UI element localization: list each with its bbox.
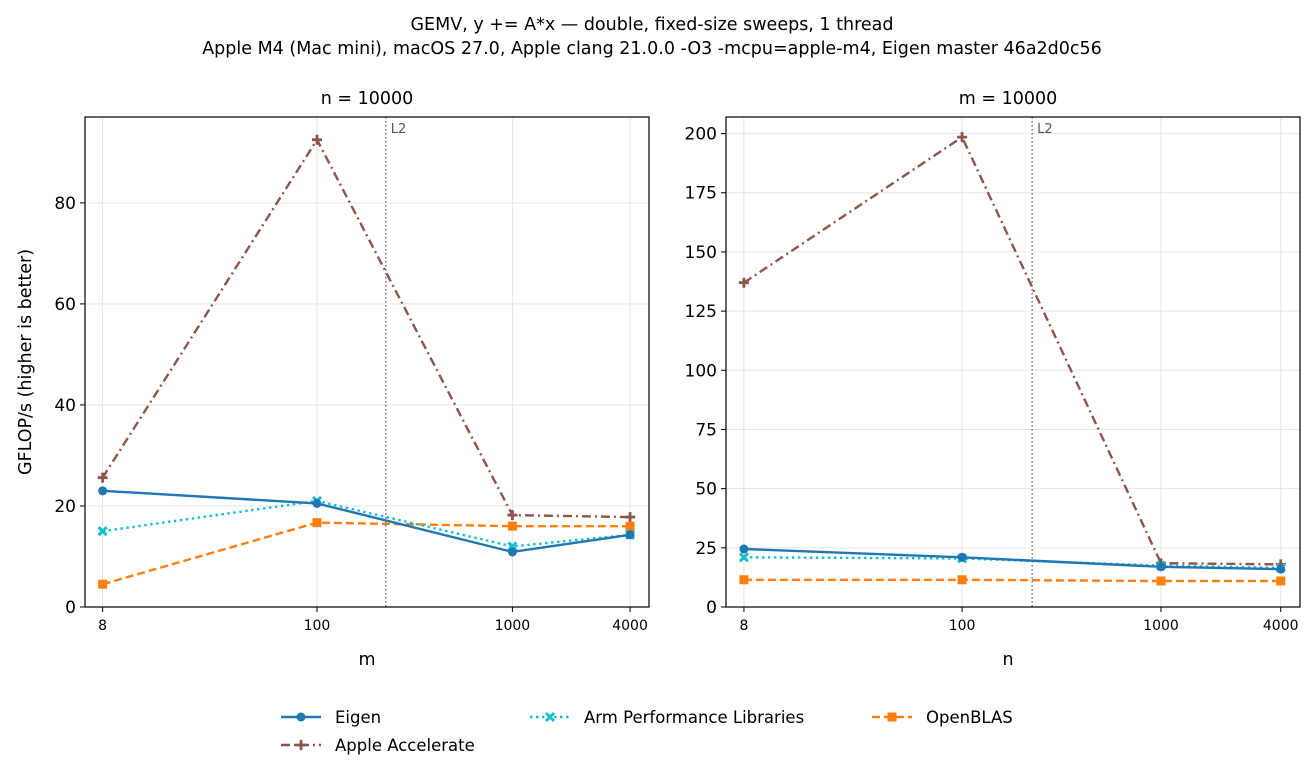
- right-axes-frame: [725, 116, 1301, 608]
- right-x-tick-label: 4000: [1263, 618, 1299, 634]
- left-point-openblas: [312, 518, 322, 528]
- legend-label-apple-accelerate: Apple Accelerate: [335, 736, 475, 755]
- right-point-eigen: [739, 544, 749, 554]
- legend-marker-arm-performance-libraries: [544, 711, 556, 723]
- right-series-openblas: [739, 575, 1286, 586]
- legend-marker-openblas: [887, 712, 897, 722]
- legend-label-openblas: OpenBLAS: [926, 708, 1013, 727]
- right-x-tick-label: 8: [739, 618, 748, 634]
- left-grid: [85, 117, 649, 608]
- left-x-tick-label: 4000: [612, 618, 648, 634]
- right-x-tick-label: 100: [949, 618, 976, 634]
- left-point-eigen: [312, 498, 322, 508]
- legend-label-eigen: Eigen: [335, 708, 381, 727]
- right-point-eigen: [957, 552, 967, 562]
- left-l2-label: L2: [391, 122, 407, 137]
- left-y-tick-label: 60: [54, 295, 76, 315]
- left-series-arm-performance-libraries: [97, 495, 636, 552]
- left-y-axis-label: GFLOP/s (higher is better): [16, 249, 36, 475]
- figure-title-line2: Apple M4 (Mac mini), macOS 27.0, Apple c…: [202, 39, 1102, 59]
- left-line-eigen: [102, 489, 631, 554]
- left-series-apple-accelerate: [97, 134, 636, 523]
- right-y-tick-label: 75: [695, 420, 717, 440]
- right-y-tick-label: 0: [706, 598, 717, 618]
- legend-entry-arm-performance-libraries: Arm Performance Libraries: [530, 708, 804, 727]
- left-point-eigen: [507, 547, 517, 557]
- legend: Eigen Arm Performance Libraries OpenBLAS Ap…: [281, 708, 1013, 755]
- left-point-apple-accelerate: [311, 134, 322, 145]
- right-y-tick-label: 100: [685, 361, 717, 381]
- right-x-tick-label: 1000: [1143, 618, 1179, 634]
- left-point-arm-performance-libraries: [97, 526, 108, 537]
- right-point-arm-performance-libraries: [738, 552, 749, 563]
- left-line-arm-performance-libraries: [102, 499, 631, 548]
- right-point-eigen: [1276, 564, 1286, 574]
- right-y-tick-label: 50: [695, 480, 717, 500]
- legend-label-arm-performance-libraries: Arm Performance Libraries: [584, 708, 804, 727]
- right-l2-label: L2: [1037, 122, 1053, 137]
- right-x-axis-label: n: [1002, 650, 1013, 670]
- right-line-eigen: [743, 547, 1281, 571]
- legend-entry-eigen: Eigen: [281, 708, 381, 727]
- right-y-tick-label: 125: [685, 302, 717, 322]
- right-y-tick-label: 25: [695, 539, 717, 559]
- right-series-apple-accelerate: [738, 132, 1286, 570]
- left-point-apple-accelerate: [97, 472, 108, 483]
- right-line-arm-performance-libraries: [743, 556, 1281, 570]
- left-point-openblas: [98, 579, 108, 589]
- left-x-tick-label: 8: [98, 618, 107, 634]
- right-line-apple-accelerate: [743, 135, 1281, 566]
- left-line-openblas: [102, 521, 631, 586]
- left-x-tick-label: 100: [304, 618, 331, 634]
- figure-title-line1: GEMV, y += A*x — double, fixed-size swee…: [411, 15, 894, 35]
- right-grid: [726, 117, 1300, 608]
- right-point-eigen: [1156, 562, 1166, 572]
- left-series-eigen: [98, 486, 635, 557]
- right-point-openblas: [1156, 576, 1166, 586]
- left-point-apple-accelerate: [625, 512, 636, 523]
- left-panel: n = 10000 m GFLOP/s (higher is better) L…: [16, 89, 650, 670]
- legend-entry-openblas: OpenBLAS: [872, 708, 1013, 727]
- left-series-openblas: [98, 518, 635, 589]
- right-y-tick-label: 175: [685, 184, 717, 204]
- legend-marker-apple-accelerate: [296, 740, 306, 750]
- left-point-eigen: [98, 486, 108, 496]
- legend-marker-eigen: [296, 712, 306, 722]
- left-point-apple-accelerate: [507, 510, 518, 521]
- left-x-tick-label: 1000: [495, 618, 531, 634]
- left-point-eigen: [625, 530, 635, 540]
- right-y-tick-label: 150: [685, 243, 717, 263]
- right-point-openblas: [739, 575, 749, 585]
- left-x-axis-label: m: [358, 650, 375, 670]
- left-line-apple-accelerate: [101, 137, 631, 519]
- right-point-apple-accelerate: [738, 277, 749, 288]
- right-point-apple-accelerate: [957, 132, 968, 143]
- left-point-openblas: [625, 521, 635, 531]
- left-y-tick-label: 80: [54, 194, 76, 214]
- left-y-tick-label: 0: [65, 598, 76, 618]
- right-series-eigen: [739, 544, 1286, 574]
- left-point-openblas: [507, 521, 517, 531]
- right-point-openblas: [1276, 576, 1286, 586]
- right-panel: m = 10000 n L2 8 100 1000 4000 0 25 50 75 100 125 1…: [685, 89, 1301, 670]
- right-panel-title: m = 10000: [959, 89, 1058, 109]
- right-point-openblas: [957, 575, 967, 585]
- left-y-tick-label: 40: [54, 396, 76, 416]
- right-y-tick-label: 200: [685, 125, 717, 145]
- right-line-openblas: [743, 578, 1281, 583]
- left-y-tick-label: 20: [54, 497, 76, 517]
- left-panel-title: n = 10000: [321, 89, 414, 109]
- left-axes-frame: [84, 116, 650, 608]
- legend-entry-apple-accelerate: Apple Accelerate: [281, 736, 475, 755]
